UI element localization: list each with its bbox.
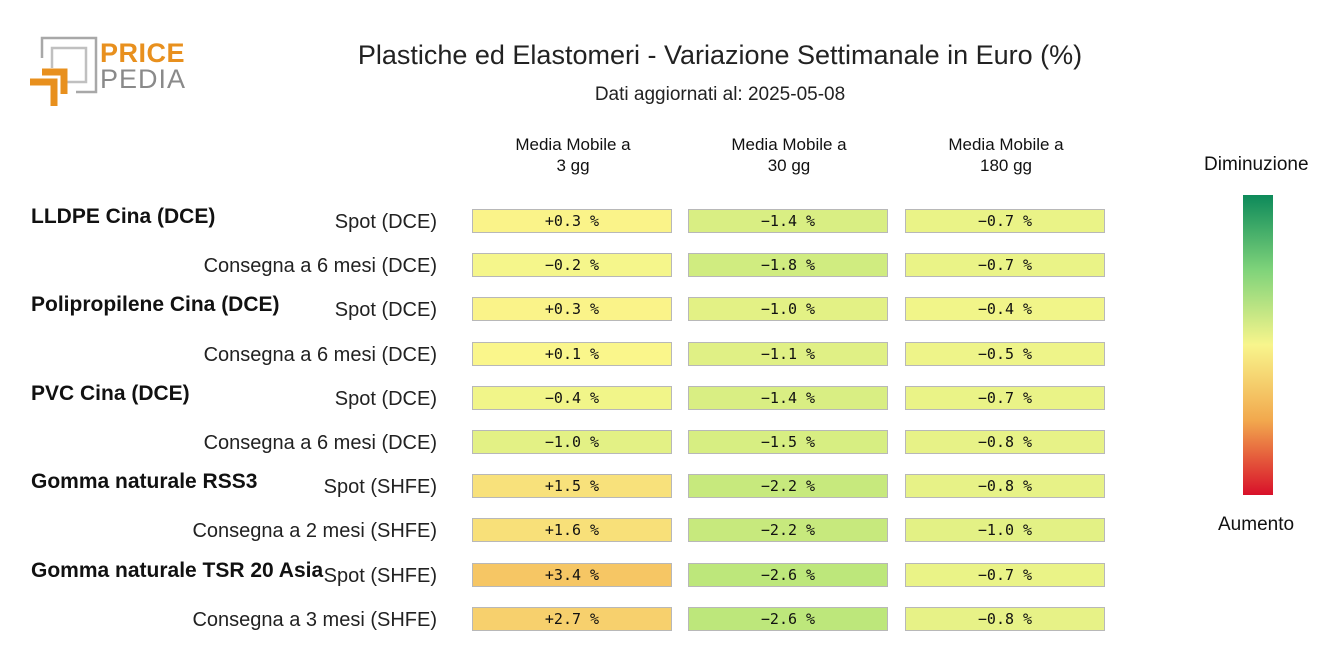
table-cell: −0.7 %	[905, 385, 1105, 410]
row-label: Spot (SHFE)	[323, 476, 437, 499]
column-header-line2: 3 gg	[556, 156, 590, 175]
table-cell: −1.5 %	[688, 430, 888, 454]
table-cell: +1.5 %	[472, 474, 672, 499]
column-header-180gg: Media Mobile a 180 gg	[905, 134, 1107, 176]
column-header-line1: Media Mobile a	[731, 135, 847, 154]
pricepedia-logo: PRICE PEDIA	[28, 36, 188, 110]
group-label: PVC Cina (DCE)	[31, 381, 190, 405]
table-cell: +0.1 %	[472, 341, 672, 366]
table-cell: −0.2 %	[472, 253, 672, 278]
column-header-line2: 30 gg	[767, 156, 811, 175]
row-label: Consegna a 6 mesi (DCE)	[203, 255, 437, 278]
column-header-30gg: Media Mobile a 30 gg	[688, 134, 890, 176]
group-label: Gomma naturale RSS3	[31, 470, 258, 494]
row-label: Consegna a 2 mesi (SHFE)	[192, 520, 437, 543]
group-label: Gomma naturale TSR 20 Asia	[31, 558, 324, 582]
chart-subtitle: Dati aggiornati al: 2025-05-08	[594, 84, 846, 105]
table-cell: −0.5 %	[905, 341, 1105, 366]
column-header-line1: Media Mobile a	[515, 135, 631, 154]
table-cell: −0.7 %	[905, 209, 1105, 233]
table-cell: −0.7 %	[905, 253, 1105, 278]
legend-color-scale	[1243, 195, 1273, 495]
group-label: Polipropilene Cina (DCE)	[31, 293, 280, 317]
table-cell: −1.8 %	[688, 253, 888, 278]
table-cell: −1.0 %	[688, 297, 888, 322]
column-header-line2: 180 gg	[980, 156, 1032, 175]
table-cell: −0.4 %	[905, 297, 1105, 322]
table-cell: −0.8 %	[905, 606, 1105, 631]
table-cell: −2.2 %	[688, 474, 888, 499]
table-cell: −2.6 %	[688, 562, 888, 587]
table-cell: −2.2 %	[688, 518, 888, 543]
row-label: Consegna a 6 mesi (DCE)	[203, 343, 437, 366]
legend-top-label: Diminuzione	[1204, 154, 1309, 175]
group-label: LLDPE Cina (DCE)	[31, 205, 216, 228]
table-cell: −0.7 %	[905, 562, 1105, 587]
table-cell: −0.4 %	[472, 385, 672, 410]
table-cell: +0.3 %	[472, 297, 672, 322]
table-cell: +3.4 %	[472, 562, 672, 587]
table-cell: −1.4 %	[688, 209, 888, 233]
logo-text-pedia: PEDIA	[100, 64, 187, 94]
legend-bottom-label: Aumento	[1218, 514, 1295, 535]
row-label: Spot (DCE)	[334, 299, 437, 322]
row-label: Spot (SHFE)	[323, 564, 437, 587]
row-label: Consegna a 6 mesi (DCE)	[203, 432, 437, 454]
table-cell: −2.6 %	[688, 606, 888, 631]
chart-title: Plastiche ed Elastomeri - Variazione Set…	[357, 40, 1083, 70]
table-cell: −1.0 %	[905, 518, 1105, 543]
row-label: Spot (DCE)	[334, 211, 437, 233]
table-cell: +0.3 %	[472, 209, 672, 233]
table-cell: −1.1 %	[688, 341, 888, 366]
column-header-3gg: Media Mobile a 3 gg	[472, 134, 674, 176]
table-cell: +1.6 %	[472, 518, 672, 543]
table-cell: −1.4 %	[688, 385, 888, 410]
logo-mark-icon	[30, 36, 98, 106]
table-cell: +2.7 %	[472, 606, 672, 631]
row-label: Spot (DCE)	[334, 387, 437, 410]
table-cell: −0.8 %	[905, 474, 1105, 499]
row-label: Consegna a 3 mesi (SHFE)	[192, 608, 437, 631]
table-cell: −1.0 %	[472, 430, 672, 454]
column-header-line1: Media Mobile a	[948, 135, 1064, 154]
logo-text-price: PRICE	[100, 38, 186, 68]
table-cell: −0.8 %	[905, 430, 1105, 454]
